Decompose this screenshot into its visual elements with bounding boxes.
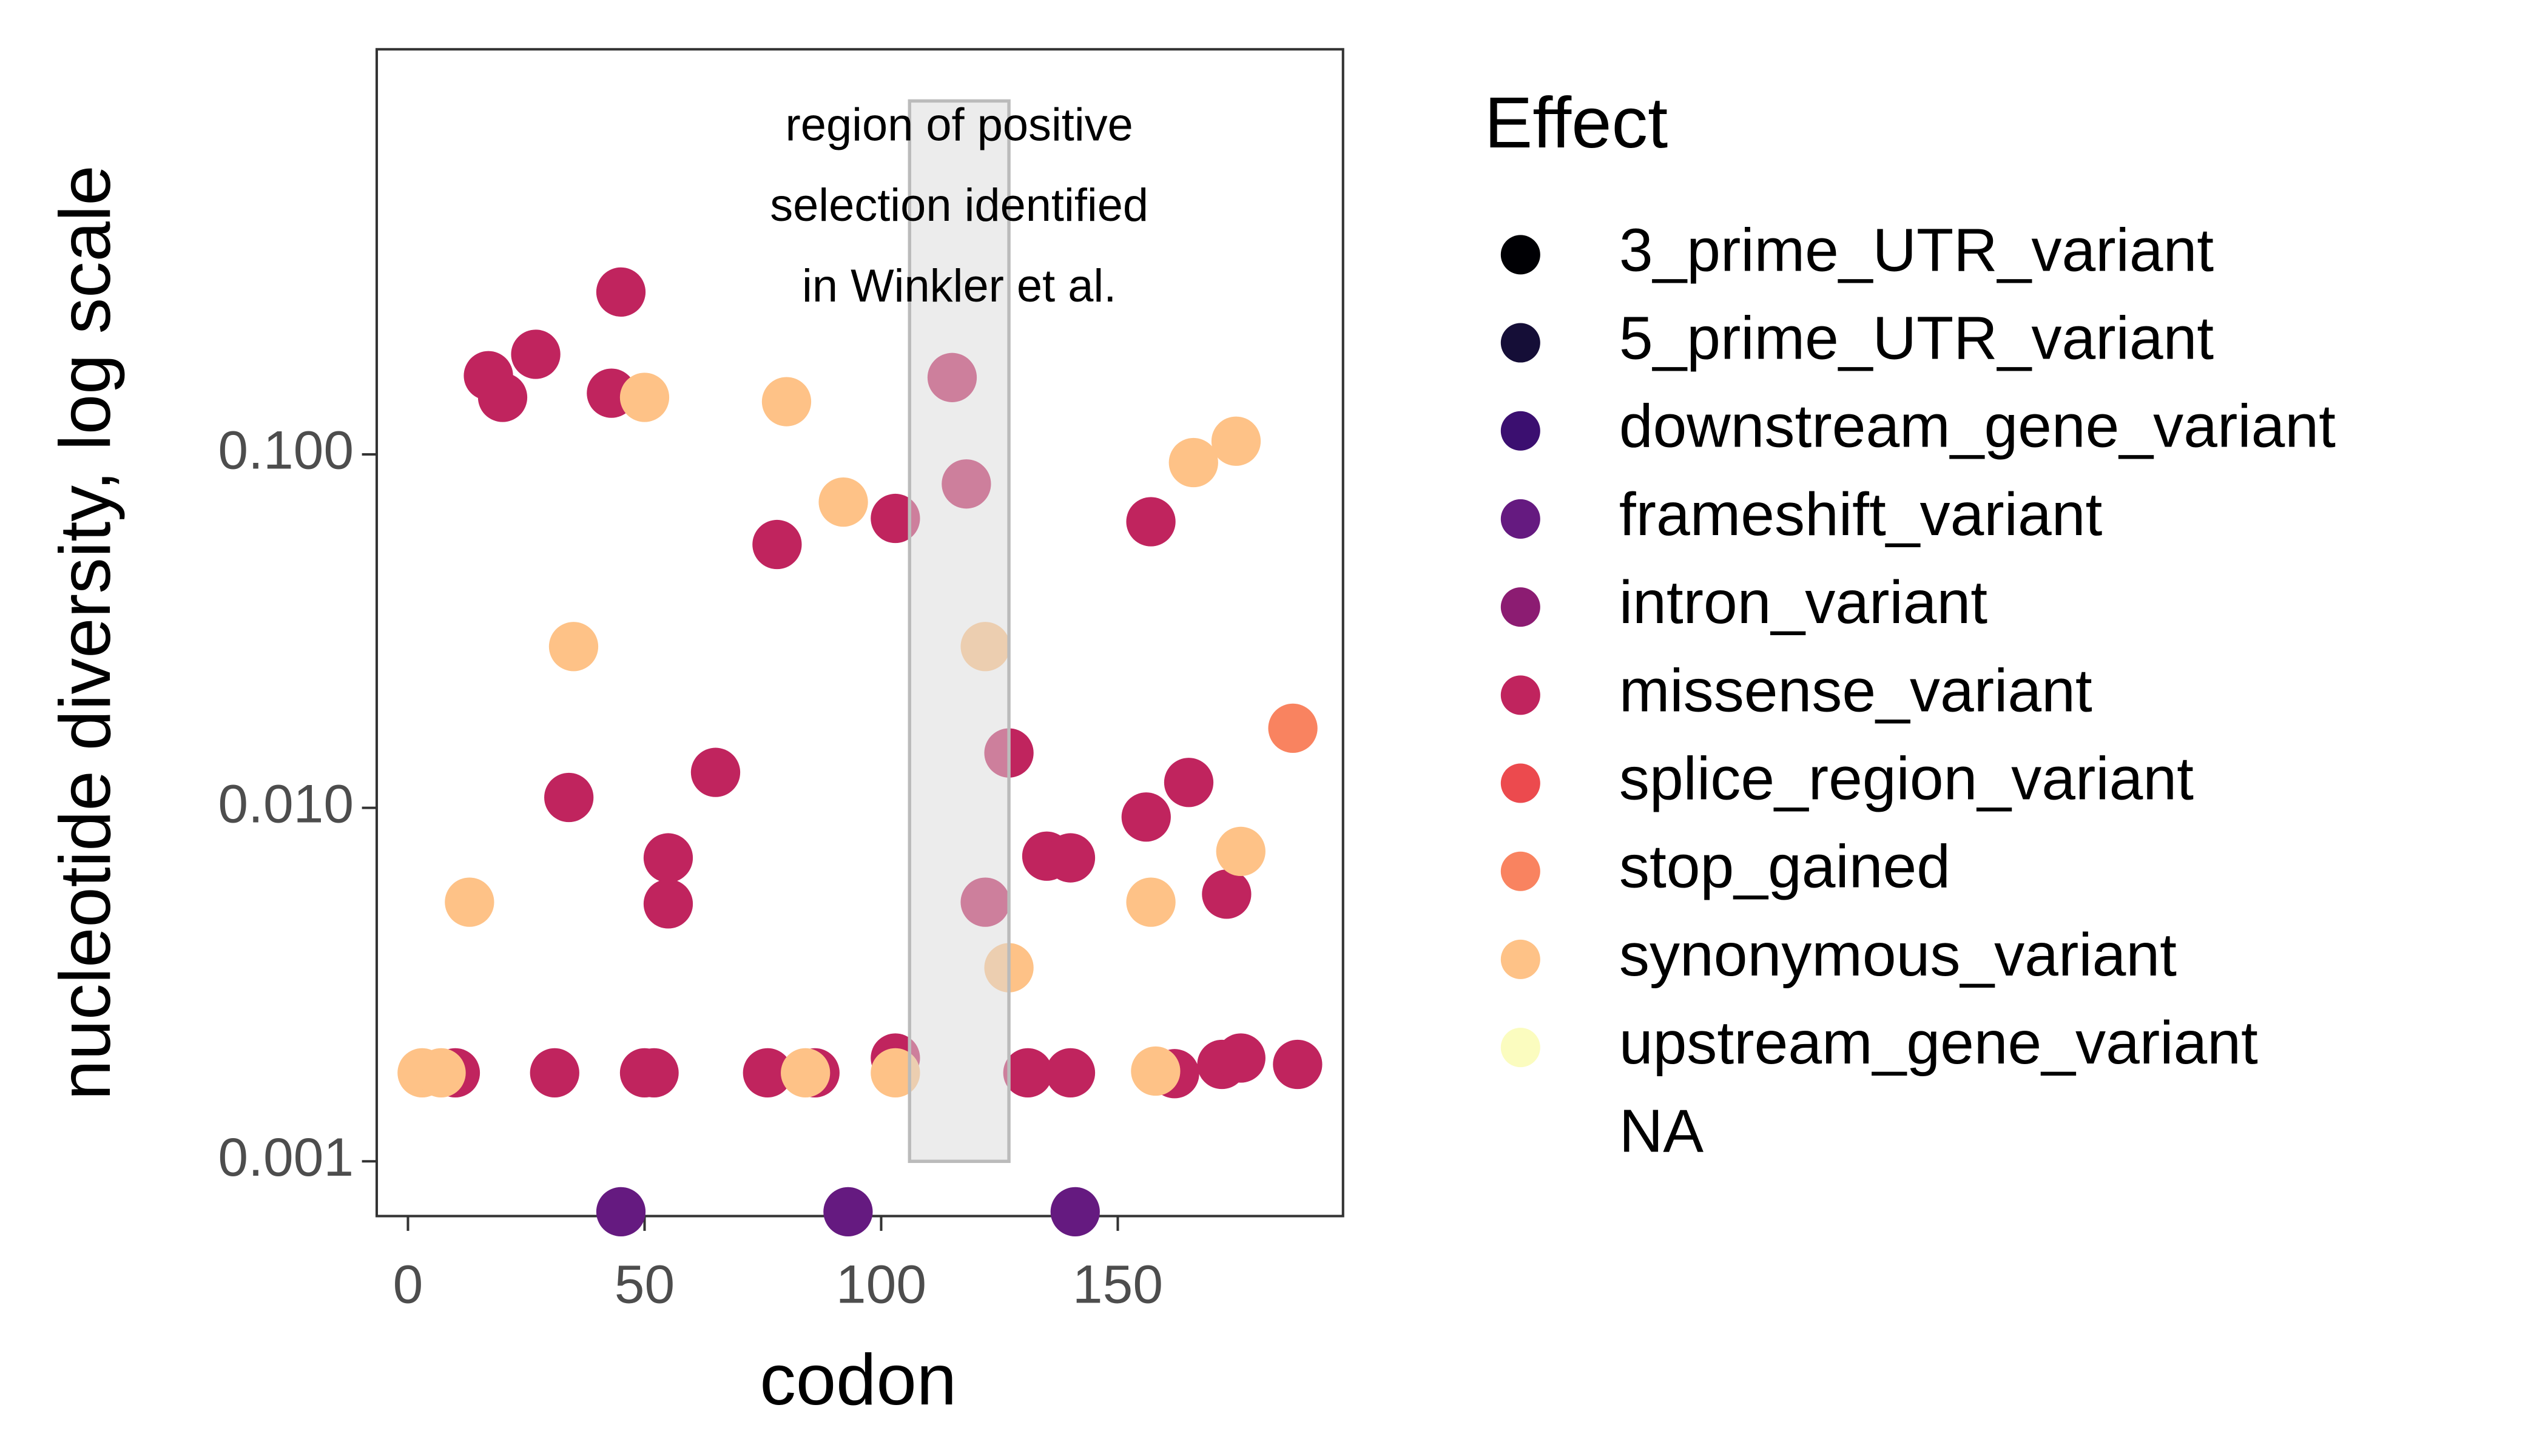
legend-swatch — [1500, 587, 1540, 627]
point — [1045, 833, 1096, 883]
highlight-region — [908, 99, 1011, 1163]
point — [629, 1048, 679, 1097]
legend-swatch — [1500, 411, 1540, 451]
x-tick-label: 150 — [1073, 1253, 1163, 1314]
point — [1216, 1033, 1266, 1083]
legend-swatch — [1500, 1028, 1540, 1068]
annotation: region of positive — [786, 99, 1133, 150]
point — [477, 372, 528, 422]
point — [1273, 1039, 1323, 1090]
point — [596, 267, 646, 317]
point — [530, 1048, 579, 1097]
point — [1131, 1046, 1181, 1096]
point — [781, 1048, 831, 1097]
legend-label: 3_prime_UTR_variant — [1619, 216, 2214, 284]
point — [690, 747, 741, 797]
point — [1126, 877, 1176, 927]
point — [1216, 826, 1266, 877]
legend-title: Effect — [1485, 83, 1668, 163]
point — [619, 372, 670, 422]
point — [1211, 416, 1261, 466]
x-tick-label: 0 — [393, 1253, 423, 1314]
point — [823, 1187, 873, 1237]
legend-label: upstream_gene_variant — [1619, 1009, 2258, 1077]
point — [1121, 792, 1171, 842]
legend-label: NA — [1619, 1097, 1704, 1165]
legend-label: frameshift_variant — [1619, 480, 2103, 548]
x-tick-label: 100 — [836, 1253, 926, 1314]
point — [871, 1048, 920, 1097]
point — [511, 329, 561, 379]
legend-label: 5_prime_UTR_variant — [1619, 305, 2214, 372]
legend-label: stop_gained — [1619, 833, 1950, 901]
legend-label: splice_region_variant — [1619, 744, 2194, 812]
point — [643, 833, 693, 883]
legend-swatch — [1500, 499, 1540, 539]
point — [1045, 1048, 1096, 1097]
panel — [375, 48, 1344, 1218]
legend-swatch — [1500, 763, 1540, 803]
point — [871, 493, 920, 544]
annotation: in Winkler et al. — [802, 260, 1116, 312]
point — [643, 879, 693, 929]
legend-swatch — [1500, 323, 1540, 363]
point — [1050, 1187, 1100, 1237]
legend-label: missense_variant — [1619, 656, 2092, 724]
point — [416, 1048, 466, 1097]
y-tick-label: 0.001 — [218, 1127, 354, 1187]
x-tick-label: 50 — [615, 1253, 675, 1314]
point — [743, 1048, 792, 1097]
point — [445, 877, 494, 927]
point — [1168, 437, 1218, 488]
y-axis-title: nucleotide diversity, log scale — [45, 165, 126, 1100]
point — [818, 477, 868, 527]
annotation: selection identified — [770, 180, 1148, 231]
point — [544, 772, 594, 823]
y-tick-label: 0.100 — [218, 420, 354, 480]
point — [752, 519, 802, 570]
point — [1268, 703, 1318, 753]
legend-swatch — [1500, 235, 1540, 275]
point — [596, 1187, 646, 1237]
point — [761, 377, 812, 426]
point — [1126, 497, 1176, 547]
y-tick-label: 0.010 — [218, 773, 354, 834]
legend-label: downstream_gene_variant — [1619, 393, 2336, 460]
point — [1003, 1048, 1053, 1097]
legend-label: intron_variant — [1619, 568, 1987, 636]
point — [1202, 869, 1252, 919]
x-axis-title: codon — [760, 1340, 957, 1420]
legend-swatch — [1500, 851, 1540, 891]
point — [1164, 758, 1214, 807]
point — [548, 622, 599, 672]
legend-swatch — [1500, 939, 1540, 979]
legend-label: synonymous_variant — [1619, 921, 2177, 989]
legend-swatch — [1500, 675, 1540, 715]
